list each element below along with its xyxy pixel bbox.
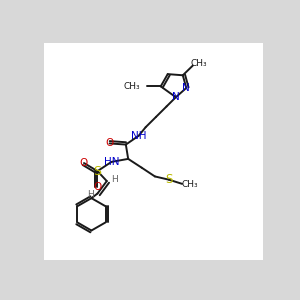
Text: S: S [165, 173, 172, 186]
Text: N: N [182, 83, 190, 93]
Text: CH₃: CH₃ [123, 82, 140, 91]
Text: S: S [94, 165, 101, 178]
FancyBboxPatch shape [44, 43, 263, 260]
Text: CH₃: CH₃ [190, 59, 207, 68]
Text: O: O [80, 158, 88, 168]
Text: O: O [106, 138, 114, 148]
Text: O: O [93, 182, 102, 192]
Text: N: N [172, 92, 180, 102]
Text: NH: NH [131, 131, 146, 141]
Text: CH₃: CH₃ [182, 181, 199, 190]
Text: HN: HN [104, 157, 119, 167]
Text: H: H [87, 190, 93, 199]
Text: H: H [111, 176, 118, 184]
